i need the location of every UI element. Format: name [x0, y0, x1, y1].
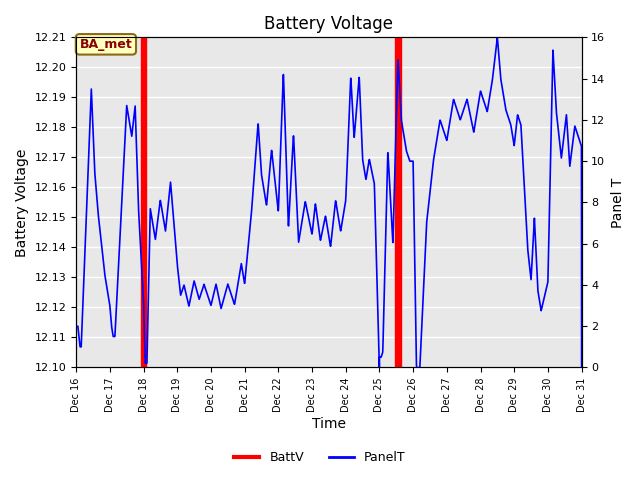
Text: BA_met: BA_met — [79, 38, 132, 51]
Y-axis label: Panel T: Panel T — [611, 177, 625, 228]
X-axis label: Time: Time — [312, 418, 346, 432]
Legend: BattV, PanelT: BattV, PanelT — [229, 446, 411, 469]
Bar — [396, 37, 401, 368]
Bar — [141, 37, 147, 368]
Title: Battery Voltage: Battery Voltage — [264, 15, 394, 33]
Y-axis label: Battery Voltage: Battery Voltage — [15, 148, 29, 257]
